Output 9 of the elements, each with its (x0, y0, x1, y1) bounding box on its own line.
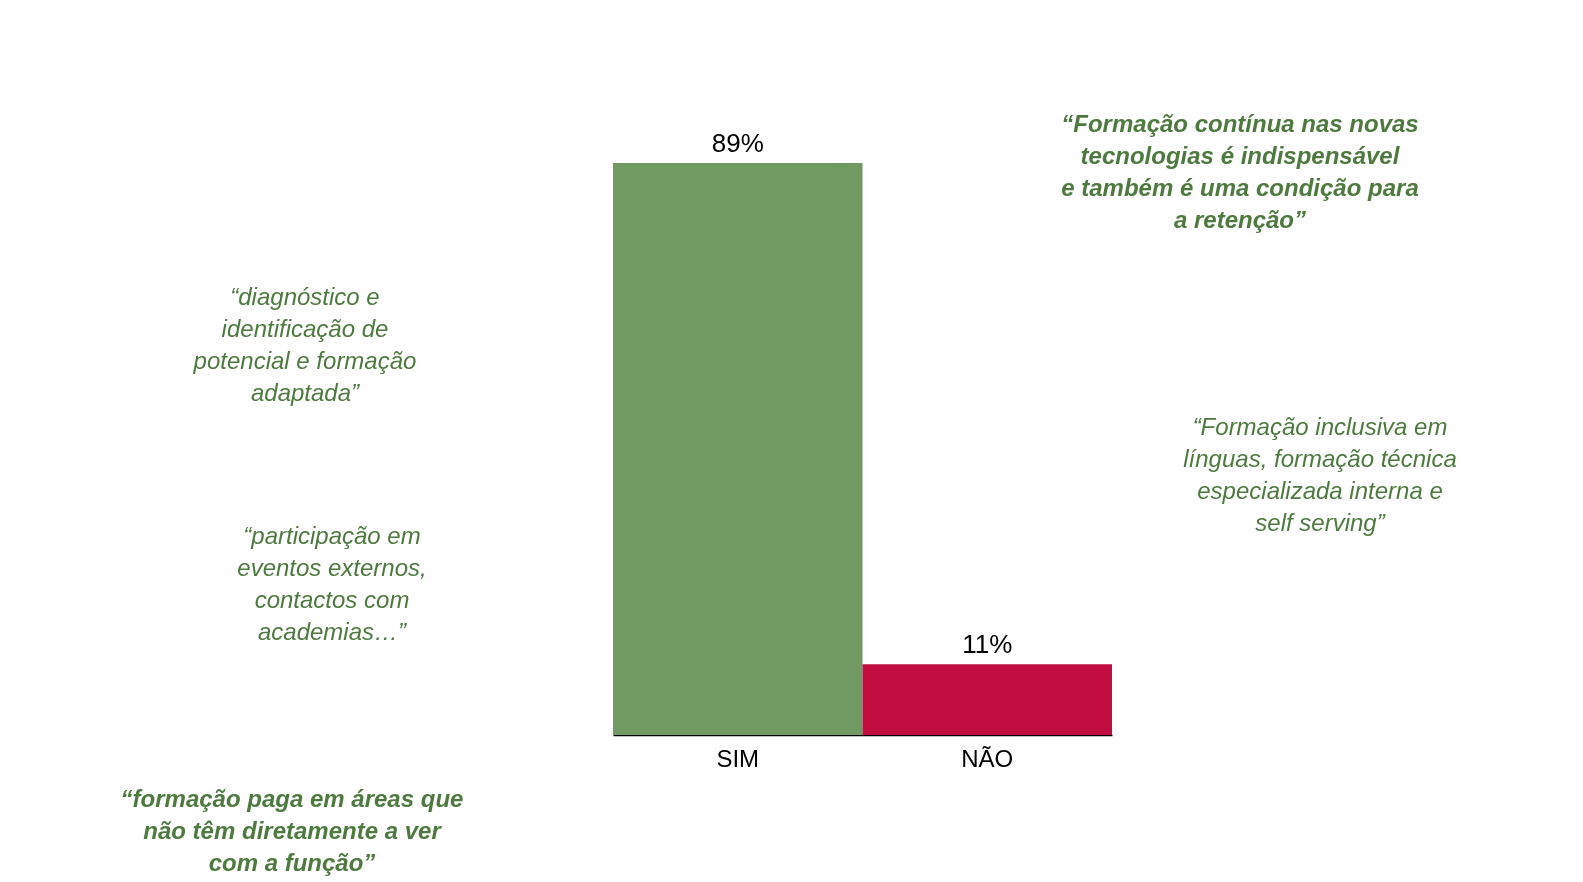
text: “diagnóstico e identificação de potencial e formação adaptada” (192, 283, 417, 406)
x-tick-label: NÃO (961, 744, 1014, 772)
data-label: 89% (711, 128, 764, 158)
annotation: “Formação contínua nas novas tecnologias é indispensável e também é uma condição para a retenção” (1061, 110, 1419, 233)
data-label: 11% (962, 629, 1013, 660)
text: “participação em eventos externos, contactos com academias…” (237, 522, 427, 645)
text: “formação paga em áreas que não têm diretamente a ver com a função” (120, 785, 464, 876)
x-tick-label: SIM (716, 744, 760, 772)
text: “Formação inclusiva em línguas, formação técnica especializada interna e self serving” (1183, 413, 1457, 536)
